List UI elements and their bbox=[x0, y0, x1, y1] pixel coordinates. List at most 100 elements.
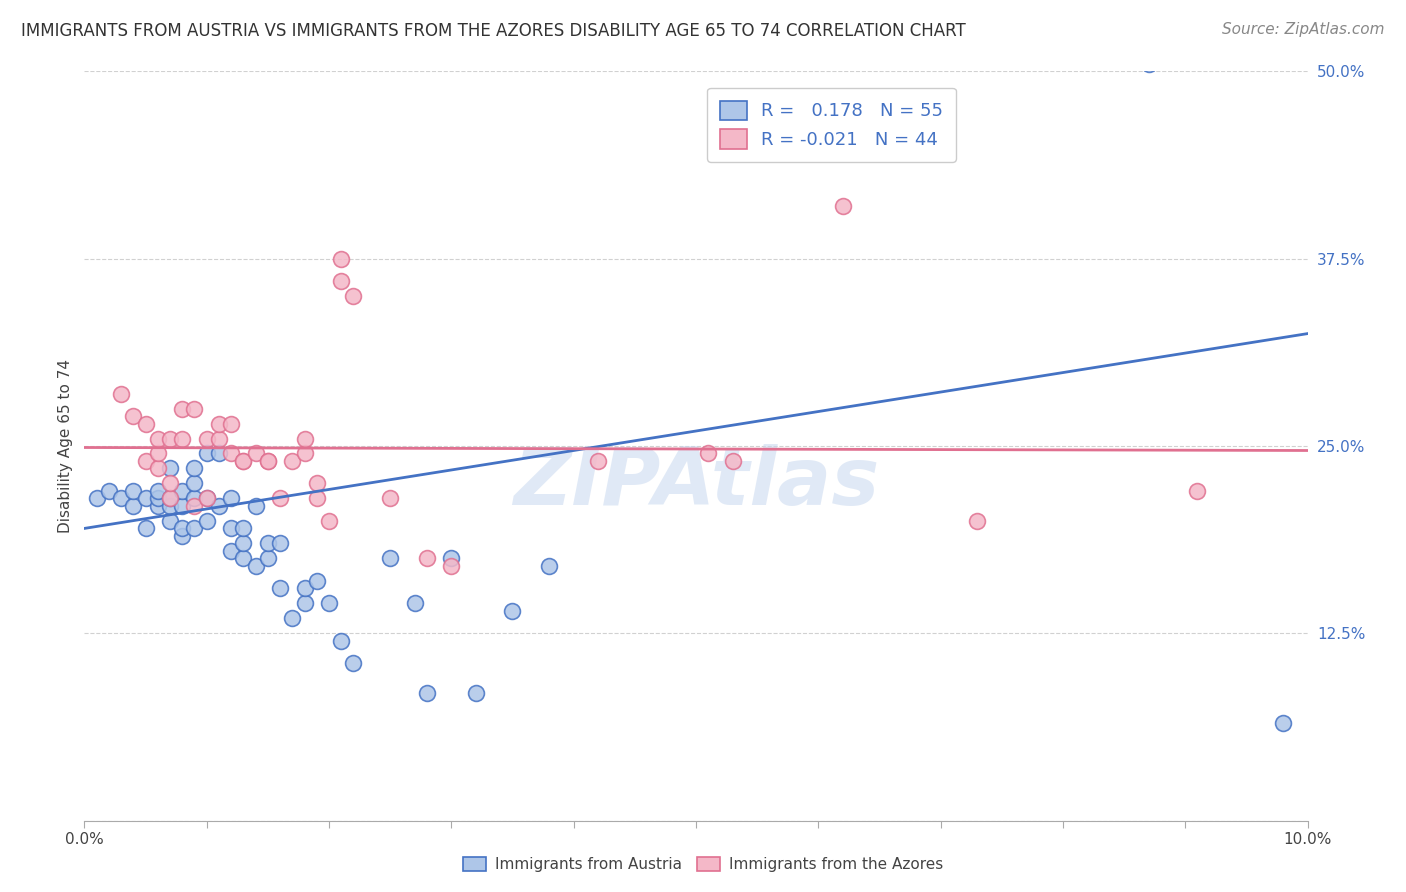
Point bbox=[135, 454, 157, 468]
Point bbox=[281, 454, 304, 468]
Point bbox=[232, 536, 254, 550]
Point bbox=[257, 454, 280, 468]
Legend: Immigrants from Austria, Immigrants from the Azores: Immigrants from Austria, Immigrants from… bbox=[456, 849, 950, 880]
Point bbox=[269, 491, 291, 506]
Point bbox=[294, 582, 316, 596]
Point bbox=[245, 558, 267, 573]
Point bbox=[232, 454, 254, 468]
Point bbox=[110, 491, 132, 506]
Point bbox=[342, 657, 364, 671]
Point bbox=[122, 499, 145, 513]
Point bbox=[219, 446, 242, 460]
Point bbox=[586, 454, 609, 468]
Point bbox=[208, 417, 231, 431]
Point bbox=[159, 432, 181, 446]
Point bbox=[966, 514, 988, 528]
Point bbox=[269, 536, 291, 550]
Point bbox=[245, 499, 267, 513]
Point bbox=[330, 252, 353, 266]
Point bbox=[159, 491, 181, 506]
Point bbox=[183, 491, 205, 506]
Point bbox=[172, 499, 194, 513]
Point bbox=[1187, 483, 1209, 498]
Point bbox=[208, 432, 231, 446]
Point bbox=[257, 454, 280, 468]
Point bbox=[380, 551, 402, 566]
Point bbox=[172, 483, 194, 498]
Point bbox=[305, 491, 328, 506]
Point bbox=[183, 461, 205, 475]
Point bbox=[330, 633, 353, 648]
Point bbox=[464, 686, 486, 700]
Point bbox=[232, 454, 254, 468]
Text: ZIPAtlas: ZIPAtlas bbox=[513, 444, 879, 523]
Point bbox=[135, 491, 157, 506]
Point bbox=[416, 686, 439, 700]
Point bbox=[318, 596, 340, 610]
Point bbox=[172, 432, 194, 446]
Point bbox=[721, 454, 744, 468]
Point bbox=[305, 476, 328, 491]
Point bbox=[232, 521, 254, 535]
Point bbox=[183, 499, 205, 513]
Point bbox=[146, 432, 169, 446]
Point bbox=[294, 596, 316, 610]
Point bbox=[97, 483, 120, 498]
Point bbox=[219, 544, 242, 558]
Point bbox=[330, 274, 353, 288]
Point bbox=[172, 529, 194, 543]
Point bbox=[440, 558, 463, 573]
Point bbox=[183, 401, 205, 416]
Point bbox=[380, 491, 402, 506]
Point bbox=[146, 461, 169, 475]
Legend: R =   0.178   N = 55, R = -0.021   N = 44: R = 0.178 N = 55, R = -0.021 N = 44 bbox=[707, 88, 956, 162]
Point bbox=[208, 499, 231, 513]
Point bbox=[159, 491, 181, 506]
Point bbox=[208, 446, 231, 460]
Point bbox=[257, 551, 280, 566]
Point bbox=[294, 432, 316, 446]
Point bbox=[404, 596, 426, 610]
Point bbox=[146, 483, 169, 498]
Point bbox=[159, 499, 181, 513]
Point bbox=[831, 199, 853, 213]
Point bbox=[195, 514, 218, 528]
Y-axis label: Disability Age 65 to 74: Disability Age 65 to 74 bbox=[58, 359, 73, 533]
Point bbox=[219, 417, 242, 431]
Point bbox=[440, 551, 463, 566]
Point bbox=[172, 521, 194, 535]
Point bbox=[146, 491, 169, 506]
Point bbox=[122, 483, 145, 498]
Point bbox=[294, 446, 316, 460]
Point bbox=[342, 289, 364, 303]
Point bbox=[305, 574, 328, 588]
Point bbox=[159, 461, 181, 475]
Point bbox=[538, 558, 561, 573]
Point bbox=[697, 446, 720, 460]
Point bbox=[195, 491, 218, 506]
Point bbox=[219, 491, 242, 506]
Point bbox=[257, 536, 280, 550]
Point bbox=[1272, 716, 1295, 731]
Point bbox=[146, 499, 169, 513]
Point bbox=[146, 446, 169, 460]
Point bbox=[172, 401, 194, 416]
Point bbox=[195, 446, 218, 460]
Point bbox=[122, 409, 145, 423]
Point bbox=[318, 514, 340, 528]
Point bbox=[86, 491, 108, 506]
Point bbox=[502, 604, 524, 618]
Point bbox=[135, 417, 157, 431]
Point bbox=[183, 476, 205, 491]
Point bbox=[159, 514, 181, 528]
Point bbox=[269, 582, 291, 596]
Point bbox=[1137, 57, 1160, 71]
Point bbox=[416, 551, 439, 566]
Point bbox=[281, 611, 304, 625]
Text: Source: ZipAtlas.com: Source: ZipAtlas.com bbox=[1222, 22, 1385, 37]
Point bbox=[183, 521, 205, 535]
Point bbox=[135, 521, 157, 535]
Point bbox=[245, 446, 267, 460]
Point bbox=[195, 432, 218, 446]
Point bbox=[219, 521, 242, 535]
